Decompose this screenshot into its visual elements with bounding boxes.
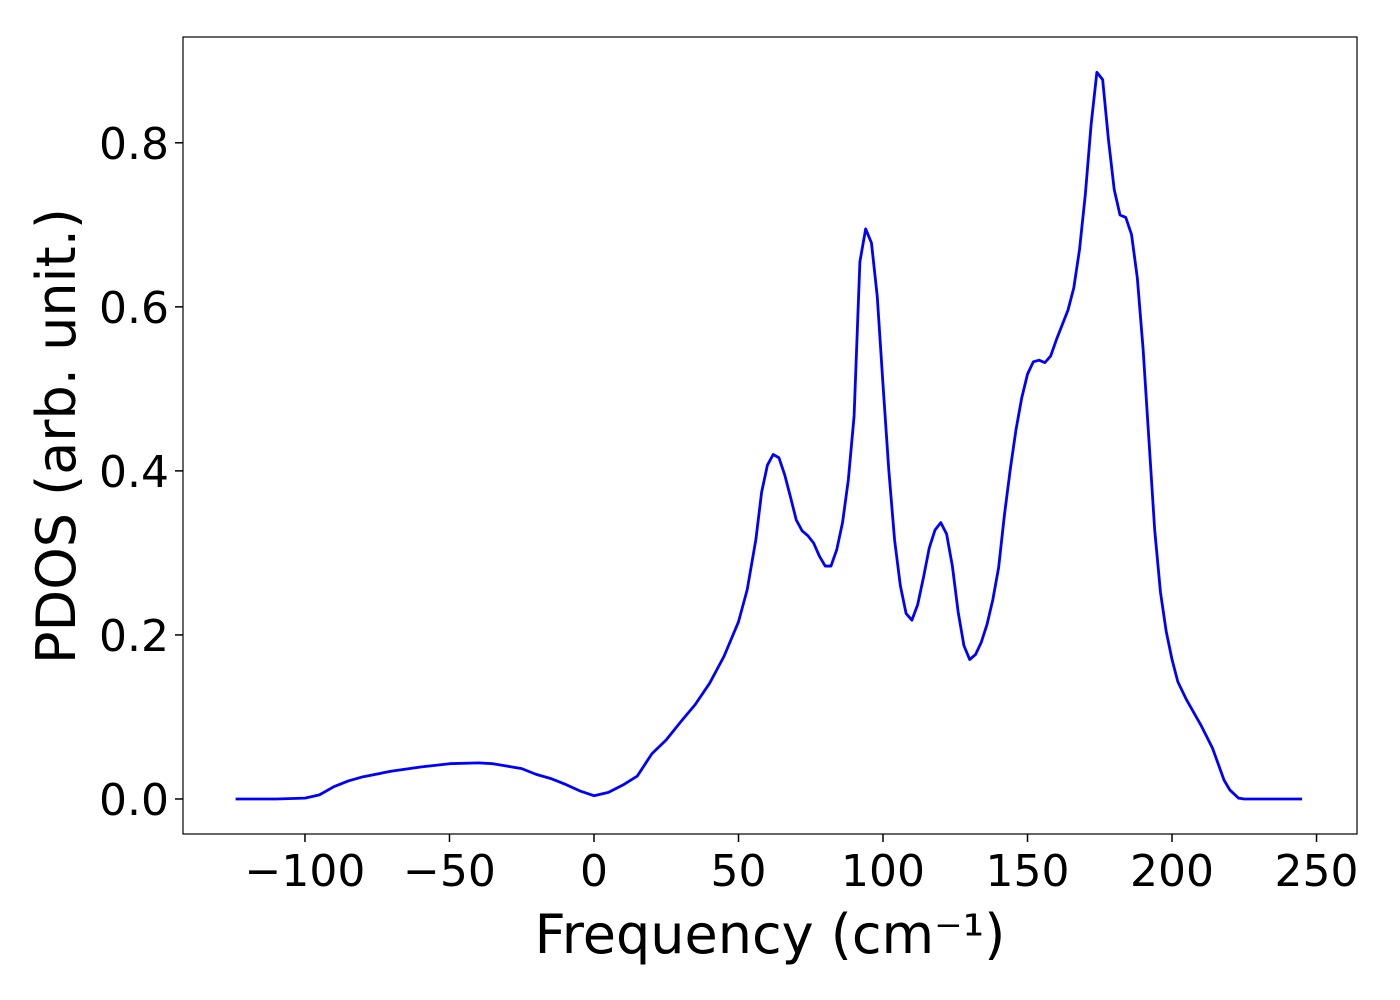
y-tick-label: 0.6 [99, 283, 169, 334]
x-tick-label: 250 [1275, 846, 1359, 897]
y-tick-label: 0.2 [99, 611, 169, 662]
y-tick-label: 0.8 [99, 119, 169, 170]
x-tick-label: 200 [1130, 846, 1214, 897]
x-tick-label: −50 [403, 846, 496, 897]
y-tick-label: 0.4 [99, 447, 169, 498]
y-axis-label: PDOS (arb. unit.) [25, 208, 88, 664]
x-tick-label: 0 [580, 846, 608, 897]
x-tick-label: 50 [710, 846, 766, 897]
x-tick-label: −100 [245, 846, 366, 897]
y-tick-label: 0.0 [99, 775, 169, 826]
line-series [235, 70, 1303, 801]
x-tick-label: 150 [986, 846, 1070, 897]
x-tick-label: 100 [841, 846, 925, 897]
plot-frame [182, 36, 1358, 835]
x-axis-label: Frequency (cm⁻¹) [535, 903, 1006, 966]
